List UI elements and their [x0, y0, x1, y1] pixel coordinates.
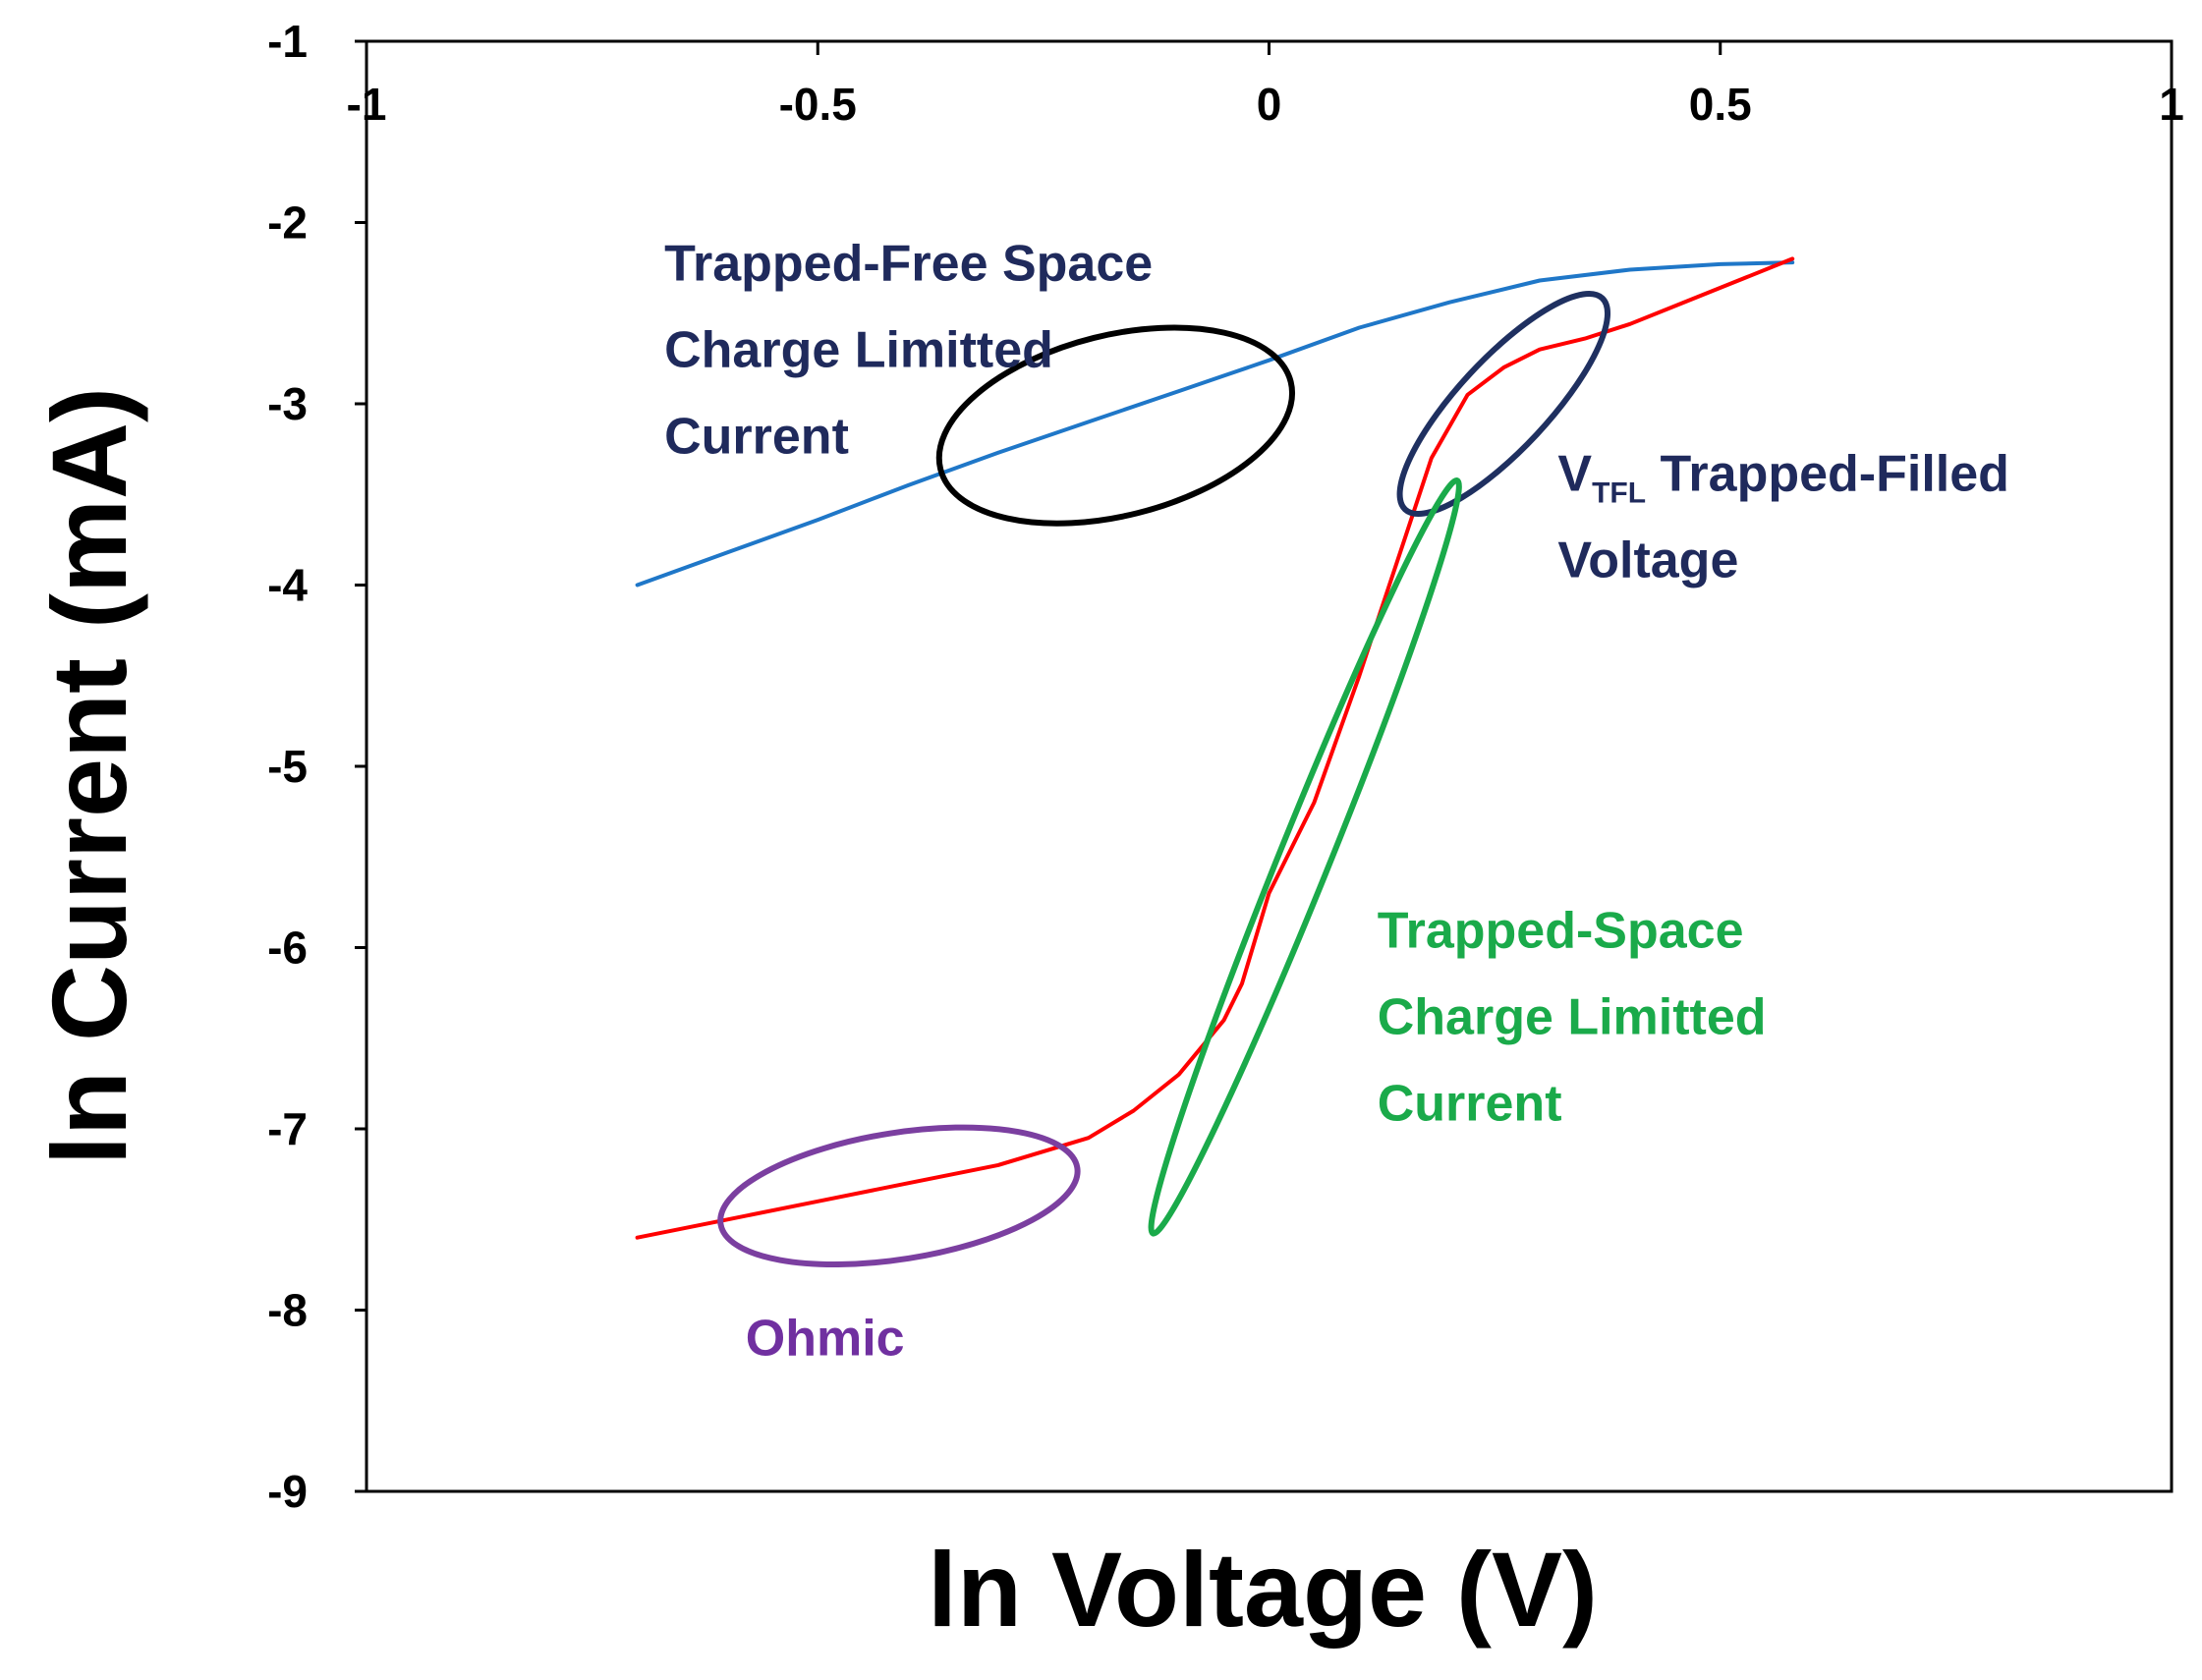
y-tick-label: -1 — [267, 16, 308, 67]
x-tick-label: 1 — [2159, 79, 2184, 130]
annotation-tsclc-line-1: Trapped-Space — [1378, 903, 1744, 960]
annotation-tsclc-line-2: Charge Limitted — [1378, 989, 1767, 1046]
x-tick-label: 0 — [1257, 79, 1282, 130]
y-tick-label: -2 — [267, 197, 308, 249]
ellipse-tfsclc — [935, 324, 1296, 527]
x-axis-title: ln Voltage (V) — [928, 1530, 1598, 1649]
ellipse-layer — [717, 291, 1611, 1268]
annotation-tfsclc-line-2: Charge Limitted — [664, 322, 1053, 379]
y-tick-label: -7 — [267, 1103, 308, 1154]
y-tick-label: -4 — [267, 560, 308, 611]
annotation-vtfl-line-2: Voltage — [1557, 532, 1738, 589]
ticks-layer: -1 -0.5 0 0.5 1 -1 -2 -3 -4 -5 -6 -7 -8 -9 — [267, 16, 2184, 1517]
ellipse-tsclc — [1148, 476, 1462, 1237]
annotation-tsclc-line-3: Current — [1378, 1076, 1562, 1133]
y-tick-label: -5 — [267, 741, 308, 792]
annotation-tfsclc-line-3: Current — [664, 409, 849, 466]
ellipse-ohmic — [717, 1124, 1081, 1268]
vtfl-v: V — [1557, 446, 1592, 503]
vtfl-rest: Trapped-Filled — [1646, 446, 2009, 503]
series-layer — [635, 256, 1795, 1240]
series-line-blue — [635, 260, 1795, 588]
annotation-tfsclc-line-1: Trapped-Free Space — [664, 236, 1153, 293]
y-tick-label: -3 — [267, 378, 308, 429]
x-tick-label: -0.5 — [779, 79, 857, 130]
annotation-vtfl-line-1: VTFL Trapped-Filled — [1557, 446, 2009, 510]
vtfl-subscript: TFL — [1592, 477, 1646, 510]
y-tick-label: -9 — [267, 1466, 308, 1517]
y-axis-title: ln Current (mA) — [29, 387, 148, 1165]
ellipse-vtfl — [1396, 291, 1611, 517]
series-line-red — [635, 256, 1795, 1240]
y-tick-label: -6 — [267, 923, 308, 974]
annotation-layer: Trapped-Free Space Charge Limitted Current… — [664, 236, 2009, 1368]
x-tick-label: 0.5 — [1689, 79, 1752, 130]
x-tick-label: -1 — [347, 79, 387, 130]
annotation-ohmic-line-1: Ohmic — [746, 1311, 905, 1368]
y-tick-label: -8 — [267, 1285, 308, 1336]
